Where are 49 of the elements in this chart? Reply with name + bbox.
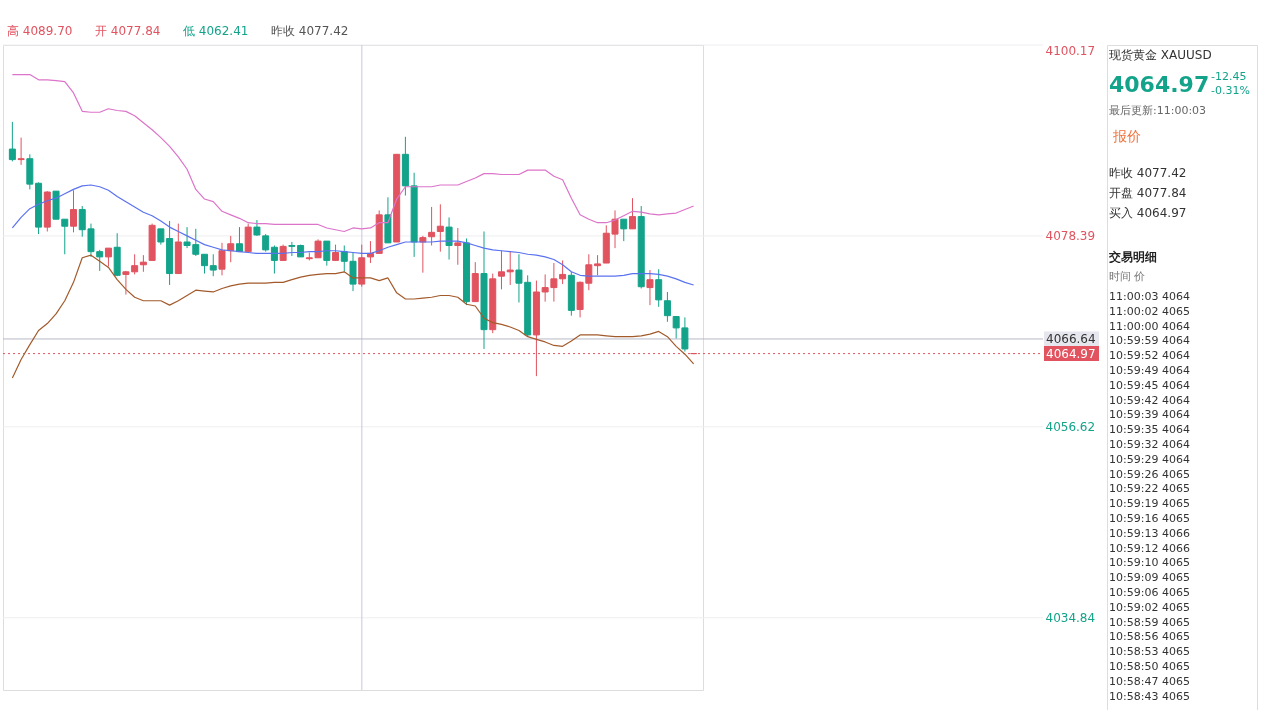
y-tick-label: 4100.17: [1045, 43, 1096, 58]
text: 买入 4064.97: [1109, 206, 1187, 220]
text: 10:59:32 4064: [1109, 438, 1190, 451]
text: 10:59:16 4065: [1109, 512, 1190, 525]
text: 10:59:09 4065: [1109, 571, 1190, 585]
text: 10:59:45 4064: [1109, 378, 1190, 392]
y-tick-label: 4078.39: [1045, 229, 1096, 244]
text: 11:00:00 4064: [1109, 319, 1190, 333]
text: 10:59:39 4064: [1109, 408, 1190, 422]
y-tick-label: 4056.62: [1045, 420, 1096, 435]
text: 现货黄金 XAUUSD: [1109, 48, 1212, 62]
ref-line-label: 4064.97: [1046, 346, 1096, 361]
text: 昨收 4077.42: [1109, 166, 1187, 180]
text: 昨收 4077.42: [271, 24, 349, 38]
text: 10:59:49 4064: [1109, 364, 1190, 377]
text: 开盘 4077.84: [1109, 186, 1187, 200]
text: 10:59:12 4066: [1109, 541, 1190, 555]
y-tick-label: 4034.84: [1045, 611, 1096, 626]
text: 10:58:56 4065: [1109, 630, 1190, 644]
text: 10:59:22 4065: [1109, 482, 1190, 496]
ref-line-label: 4066.64: [1046, 331, 1096, 346]
text: 10:59:10 4065: [1109, 556, 1190, 570]
text: 10:59:02 4065: [1109, 600, 1190, 614]
text: 10:59:52 4064: [1109, 349, 1190, 363]
text: 10:58:53 4065: [1109, 645, 1190, 659]
text: 开 4077.84: [95, 24, 161, 38]
text: 10:59:42 4064: [1109, 393, 1190, 407]
text: 10:59:29 4064: [1109, 452, 1190, 466]
text: 低 4062.41: [183, 24, 249, 38]
text: 10:59:06 4065: [1109, 586, 1190, 599]
text: 4064.97: [1109, 72, 1210, 97]
text: 11:00:03 4064: [1109, 290, 1190, 303]
text: 10:59:35 4064: [1109, 423, 1190, 437]
text: 10:59:13 4066: [1109, 526, 1190, 540]
text: 10:58:47 4065: [1109, 674, 1190, 688]
text: 10:59:26 4065: [1109, 467, 1190, 481]
text: -12.45: [1211, 70, 1247, 83]
text: 10:59:19 4065: [1109, 497, 1190, 511]
text: 交易明细: [1108, 250, 1157, 264]
text: 报价: [1112, 128, 1141, 144]
text: 高 4089.70: [7, 24, 73, 38]
text: 11:00:02 4065: [1109, 304, 1190, 318]
text: 10:58:59 4065: [1109, 615, 1190, 629]
text: 10:59:59 4064: [1109, 334, 1190, 348]
text: 10:58:43 4065: [1109, 689, 1190, 703]
text: 时间 价: [1109, 270, 1146, 283]
text: 最后更新:11:00:03: [1109, 104, 1207, 117]
text: 10:58:50 4065: [1109, 660, 1190, 673]
text: -0.31%: [1211, 84, 1250, 97]
